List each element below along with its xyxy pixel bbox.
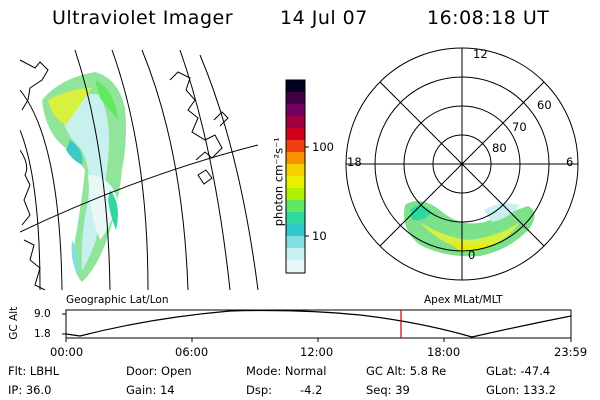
alt-ytick-1-8: 1.8 (34, 328, 51, 340)
geo-aurora (42, 72, 126, 282)
instrument-title: Ultraviolet Imager (52, 7, 234, 29)
info-dsp-label: Dsp: (246, 383, 273, 397)
alt-xtick-0600: 06:00 (175, 345, 209, 359)
altitude-plot (62, 309, 572, 342)
mlt-label-12: 12 (473, 47, 488, 61)
mlt-label-18: 18 (347, 155, 362, 169)
colorbar-tick-100: 100 (312, 140, 334, 154)
info-gcalt: GC Alt: 5.8 Re (366, 364, 447, 378)
time-label: 16:08:18 UT (427, 7, 550, 29)
alt-ytick-9: 9.0 (34, 308, 51, 320)
alt-xtick-0000: 00:00 (50, 345, 84, 359)
lat-label-70: 70 (512, 120, 527, 134)
info-dsp-value: -4.2 (300, 383, 323, 397)
alt-ylabel: GC Alt (7, 306, 20, 340)
mlt-label-6: 6 (566, 155, 574, 169)
coastlines (20, 59, 229, 290)
info-glat: GLat: -47.4 (486, 364, 551, 378)
date-label: 14 Jul 07 (280, 7, 368, 29)
geo-map-label: Geographic Lat/Lon (66, 294, 169, 306)
alt-xtick-1200: 12:00 (300, 345, 334, 359)
geo-grid (20, 50, 259, 290)
alt-xtick-1800: 18:00 (427, 345, 461, 359)
info-ip: IP: 36.0 (8, 383, 52, 397)
info-flt: Flt: LBHL (8, 364, 60, 378)
altitude-curve (65, 309, 572, 338)
mlt-label-0: 0 (468, 248, 476, 262)
info-glon: GLon: 133.2 (486, 383, 556, 397)
polar-aurora (404, 201, 535, 257)
info-mode: Mode: Normal (246, 364, 327, 378)
lat-label-80: 80 (492, 141, 507, 155)
info-door: Door: Open (126, 364, 192, 378)
polar-plot-label: Apex MLat/MLT (424, 294, 503, 306)
info-seq: Seq: 39 (366, 383, 410, 397)
alt-xtick-2359: 23:59 (554, 345, 588, 359)
lat-label-60: 60 (537, 98, 552, 112)
info-gain: Gain: 14 (126, 383, 175, 397)
colorbar-unit-label: photon cm⁻²s⁻¹ (271, 137, 286, 227)
geographic-map (20, 50, 259, 290)
colorbar (285, 79, 309, 274)
polar-plot (345, 47, 579, 281)
colorbar-tick-10: 10 (312, 229, 327, 243)
